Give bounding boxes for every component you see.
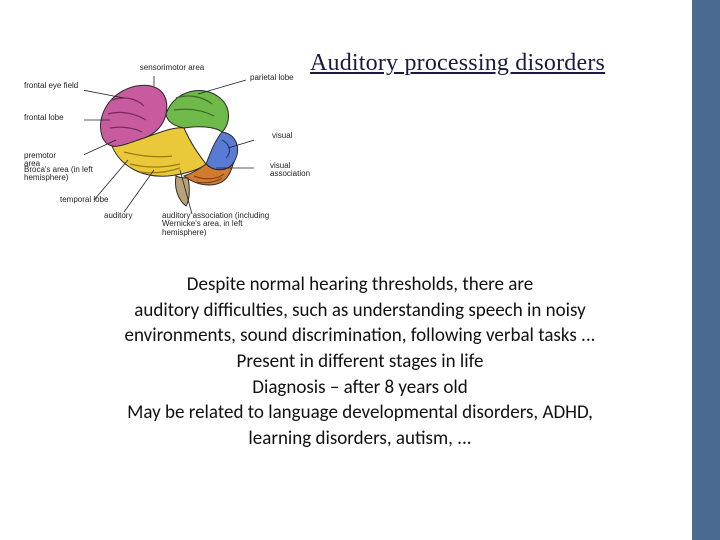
body-text: Despite normal hearing thresholds, there… xyxy=(48,272,672,451)
label-sensorimotor: sensorimotor area xyxy=(132,64,212,72)
accent-bar xyxy=(692,0,720,540)
label-visual: visual xyxy=(272,132,312,140)
label-aud-assoc: auditory association (including Wernicke… xyxy=(162,212,272,237)
body-line: Diagnosis – after 8 years old xyxy=(48,375,672,401)
body-line: May be related to language developmental… xyxy=(48,400,672,426)
label-vis-assoc: visual association xyxy=(270,162,326,179)
brain-diagram: sensorimotor area frontal eye field fron… xyxy=(24,48,309,248)
body-line: Despite normal hearing thresholds, there… xyxy=(48,272,672,298)
slide: Auditory processing disorders xyxy=(0,0,720,540)
body-line: auditory difficulties, such as understan… xyxy=(48,298,672,324)
brain-lobes-icon xyxy=(84,76,254,216)
body-line: learning disorders, autism, ... xyxy=(48,426,672,452)
label-parietal: parietal lobe xyxy=(250,74,310,82)
label-frontal-eye: frontal eye field xyxy=(24,82,82,90)
label-temporal: temporal lobe xyxy=(60,196,120,204)
body-line: Present in different stages in life xyxy=(48,349,672,375)
body-line: environments, sound discrimination, foll… xyxy=(48,323,672,349)
slide-title: Auditory processing disorders xyxy=(310,50,690,77)
label-auditory: auditory xyxy=(104,212,144,220)
label-brocas: Broca's area (in left hemisphere) xyxy=(24,166,94,183)
label-frontal-lobe: frontal lobe xyxy=(24,114,78,122)
